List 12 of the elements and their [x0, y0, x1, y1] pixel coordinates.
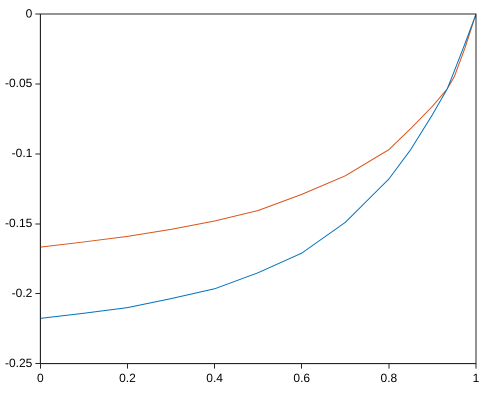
y-tick-label: -0.2 — [12, 286, 33, 300]
x-tick-label: 1 — [472, 371, 480, 386]
x-tick-label: 0.6 — [293, 371, 310, 386]
y-tick-label: -0.05 — [4, 76, 33, 90]
y-tick-label: 0 — [26, 6, 33, 20]
y-tick-label: -0.25 — [4, 356, 33, 370]
x-tick-label: 0.2 — [119, 371, 136, 386]
y-tick-label: -0.15 — [4, 216, 33, 230]
x-tick-label: 0.4 — [206, 371, 224, 386]
y-tick-label: -0.1 — [12, 146, 33, 160]
x-tick-label: 0 — [37, 371, 44, 386]
x-tick-label: 0.8 — [380, 371, 398, 386]
